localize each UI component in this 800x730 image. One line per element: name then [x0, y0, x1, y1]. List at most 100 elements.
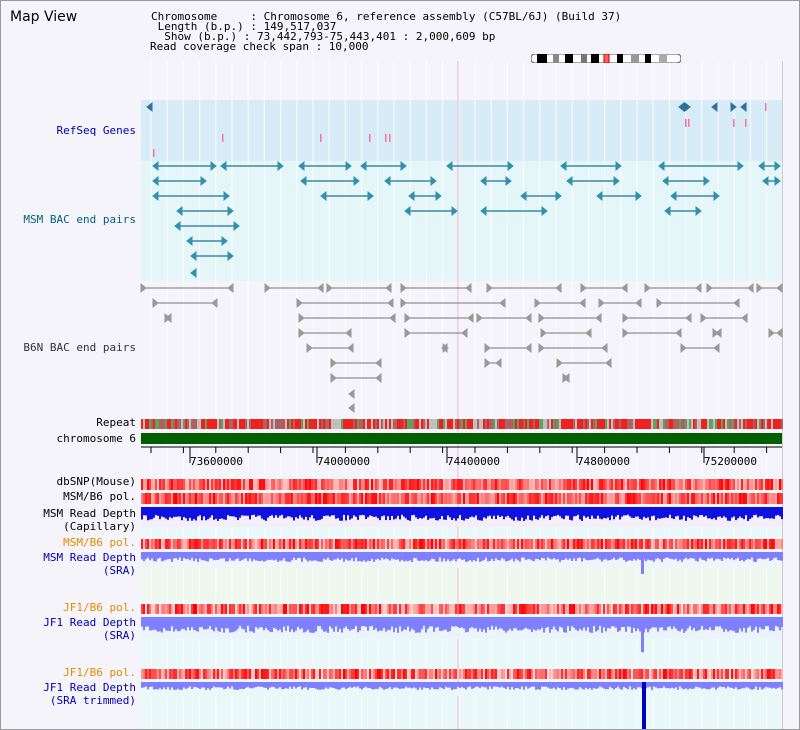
msm-sra-depth-bar	[189, 552, 191, 561]
msm-sra-depth-bar	[333, 552, 335, 560]
track-label-jf1-b6-pol-1[interactable]: JF1/B6 pol.	[63, 601, 136, 614]
repeat-segment	[415, 419, 417, 429]
chromosome-ideogram[interactable]	[531, 54, 681, 63]
msm-capillary-depth-bar	[341, 507, 343, 521]
track-label-jf1-depth-sra[interactable]: JF1 Read Depth	[43, 616, 136, 629]
msm-capillary-depth-bar	[483, 507, 485, 518]
msm-b6-pol-cell	[537, 493, 539, 504]
track-right-border	[782, 61, 783, 729]
jf1-b6-pol-cell	[585, 604, 587, 614]
repeat-segment	[333, 419, 335, 429]
msm-b6-pol-cell	[291, 539, 293, 549]
jf1-trimmed-depth-bar	[399, 682, 401, 689]
msm-sra-depth-bar	[545, 552, 547, 561]
jf1-sra-depth-bar	[207, 617, 209, 629]
msm-sra-depth-bar	[473, 552, 475, 561]
repeat-segment	[455, 419, 457, 429]
jf1-trimmed-depth-bar	[651, 682, 653, 690]
jf1-b6-pol-cell	[157, 669, 159, 679]
jf1-trimmed-depth-bar	[549, 682, 551, 689]
jf1-b6-pol-cell	[653, 669, 655, 679]
jf1-sra-depth-bar	[717, 617, 719, 627]
jf1-sra-depth-bar	[529, 617, 531, 630]
repeat-segment	[163, 419, 165, 429]
jf1-b6-pol-cell	[217, 669, 219, 679]
msm-capillary-depth-bar	[617, 507, 619, 515]
jf1-b6-pol-cell	[685, 604, 687, 614]
msm-b6-pol-cell	[635, 539, 637, 549]
msm-capillary-depth-bar	[623, 507, 625, 516]
msm-sra-depth-bar	[507, 552, 509, 561]
b6n-bac-end-marker	[605, 357, 612, 369]
jf1-trimmed-depth-bar	[513, 682, 515, 690]
track-label-dbsnp[interactable]: dbSNP(Mouse)	[56, 475, 136, 488]
dbsnp-density-cell	[289, 479, 291, 490]
msm-b6-pol-cell	[701, 493, 703, 504]
msm-capillary-depth-bar	[645, 507, 647, 519]
msm-capillary-depth-bar	[333, 507, 335, 516]
track-label-chromosome[interactable]: chromosome 6	[56, 432, 136, 445]
jf1-trimmed-depth-bar	[227, 682, 229, 687]
dbsnp-density-cell	[617, 479, 619, 490]
track-label-jf1-b6-pol-2[interactable]: JF1/B6 pol.	[63, 666, 136, 679]
msm-b6-pol-cell	[241, 493, 243, 504]
b6n-bac-end-marker	[534, 297, 541, 309]
jf1-trimmed-depth-bar	[751, 682, 753, 690]
jf1-sra-depth-bar	[435, 617, 437, 628]
jf1-trimmed-depth-bar	[321, 682, 323, 690]
msm-bac-end-marker	[713, 190, 720, 202]
jf1-sra-depth-bar	[665, 617, 667, 631]
b6n-bac-end-marker	[685, 312, 692, 324]
jf1-sra-depth-bar	[189, 617, 191, 631]
msm-b6-pol-cell	[763, 493, 765, 504]
jf1-sra-depth-bar	[153, 617, 155, 630]
jf1-b6-pol-cell	[651, 669, 653, 679]
msm-sra-depth-bar	[781, 552, 783, 561]
msm-sra-depth-bar	[719, 552, 721, 560]
msm-bac-end-marker	[774, 175, 781, 187]
jf1-b6-pol-cell	[405, 604, 407, 614]
jf1-sra-depth-bar	[179, 617, 181, 631]
jf1-b6-pol-cell	[403, 669, 405, 679]
track-label-msm-bac[interactable]: MSM BAC end pairs	[23, 213, 136, 226]
msm-sra-depth-bar	[475, 552, 477, 562]
msm-bac-end-marker	[635, 190, 642, 202]
msm-capillary-depth-bar	[189, 507, 191, 518]
msm-b6-pol-cell	[285, 493, 287, 504]
jf1-b6-pol-cell	[311, 604, 313, 614]
jf1-b6-pol-cell	[281, 669, 283, 679]
msm-capillary-depth-bar	[183, 507, 185, 518]
repeat-segment	[321, 419, 323, 429]
track-label-msm-b6-pol-2[interactable]: MSM/B6 pol.	[63, 536, 136, 549]
track-label-msm-depth-sra[interactable]: MSM Read Depth	[43, 551, 136, 564]
msm-sra-depth-bar	[723, 552, 725, 558]
msm-capillary-depth-bar	[351, 507, 353, 519]
jf1-sra-depth-bar	[409, 617, 411, 632]
b6n-bac-end-marker	[165, 312, 172, 324]
msm-capillary-depth-bar	[775, 507, 777, 516]
jf1-b6-pol-cell	[545, 604, 547, 614]
msm-capillary-depth-bar	[323, 507, 325, 517]
jf1-b6-pol-cell	[315, 604, 317, 614]
dbsnp-density-cell	[325, 479, 327, 490]
msm-capillary-depth-bar	[237, 507, 239, 521]
track-label-msm-b6-pol-1[interactable]: MSM/B6 pol.	[63, 490, 136, 503]
jf1-trimmed-depth-bar	[179, 682, 181, 690]
jf1-b6-pol-cell	[267, 669, 269, 679]
track-label-b6n-bac[interactable]: B6N BAC end pairs	[23, 341, 136, 354]
track-label-repeat[interactable]: Repeat	[96, 416, 136, 429]
msm-sra-depth-bar	[185, 552, 187, 560]
track-label-refseq[interactable]: RefSeq Genes	[56, 124, 136, 137]
msm-b6-pol-cell	[709, 539, 711, 549]
msm-b6-pol-cell	[649, 493, 651, 504]
track-label-msm-depth-cap[interactable]: MSM Read Depth	[43, 507, 136, 520]
msm-b6-pol-cell	[233, 493, 235, 504]
jf1-b6-pol-cell	[433, 669, 435, 679]
jf1-trimmed-depth-bar	[773, 682, 775, 688]
track-label-jf1-depth-trim[interactable]: JF1 Read Depth	[43, 681, 136, 694]
repeat-segment	[329, 419, 331, 429]
msm-sra-depth-bar	[237, 552, 239, 559]
msm-b6-pol-cell	[637, 539, 639, 549]
msm-b6-pol-cell	[375, 493, 377, 504]
